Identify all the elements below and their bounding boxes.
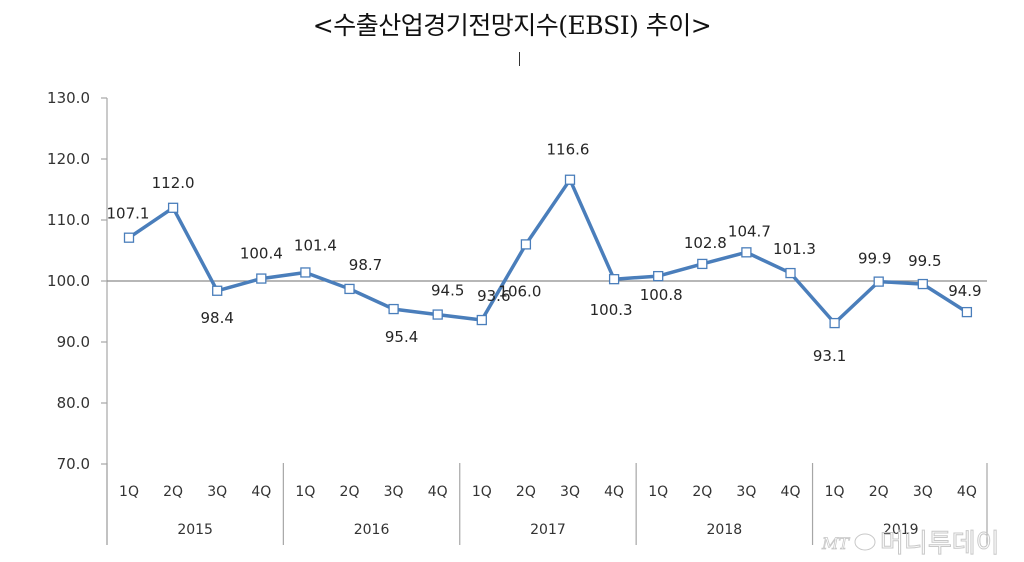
x-quarter-label: 1Q	[119, 484, 139, 500]
data-label: 99.5	[908, 252, 941, 270]
data-label: 107.1	[107, 205, 150, 223]
y-tick-label: 120.0	[47, 150, 90, 168]
data-label: 94.9	[948, 282, 981, 300]
data-label: 98.4	[200, 309, 233, 327]
data-point-marker	[961, 306, 973, 318]
y-tick-label: 90.0	[57, 333, 90, 351]
y-tick-label: 130.0	[47, 89, 90, 107]
series-ebsi	[123, 174, 973, 329]
data-point-marker	[123, 232, 135, 243]
x-quarter-label: 4Q	[428, 484, 448, 500]
data-point-marker	[785, 267, 796, 279]
data-point-marker	[256, 273, 267, 284]
watermark-logo: MT	[821, 534, 850, 553]
data-label: 99.9	[858, 250, 891, 268]
x-year-label: 2017	[530, 522, 566, 538]
x-quarter-label: 3Q	[913, 484, 933, 500]
data-label: 101.3	[773, 240, 816, 258]
x-quarter-label: 4Q	[781, 484, 801, 500]
y-tick-label: 100.0	[47, 272, 90, 290]
chart-title: <수출산업경기전망지수(EBSI) 추이>	[312, 11, 712, 40]
data-point-marker	[300, 267, 311, 278]
y-tick-label: 80.0	[57, 394, 90, 412]
x-quarter-label: 1Q	[472, 484, 492, 500]
data-label: 100.8	[640, 286, 683, 304]
data-point-marker	[608, 274, 620, 285]
data-label: 116.6	[547, 141, 590, 159]
watermark-text: 머니투데이	[880, 529, 1000, 559]
data-point-marker	[432, 309, 443, 320]
x-quarter-label: 1Q	[648, 484, 668, 500]
data-point-marker	[212, 285, 223, 296]
data-point-marker	[917, 278, 928, 290]
data-label: 112.0	[152, 174, 195, 192]
data-point-marker	[653, 270, 664, 282]
x-quarter-label: 2Q	[692, 484, 712, 500]
y-tick-label: 70.0	[57, 455, 90, 473]
data-label: 100.3	[590, 301, 633, 319]
data-point-marker	[476, 314, 487, 326]
data-label: 94.5	[431, 282, 464, 300]
x-year-label: 2018	[707, 522, 743, 538]
x-quarter-label: 4Q	[251, 484, 271, 500]
x-quarter-label: 3Q	[384, 484, 404, 500]
data-point-marker	[388, 303, 399, 315]
x-quarter-label: 2Q	[340, 484, 360, 500]
x-year-label: 2015	[177, 522, 213, 538]
data-point-marker	[167, 202, 179, 213]
x-year-label: 2019	[883, 522, 919, 538]
x-quarter-label: 1Q	[825, 484, 845, 500]
data-point-marker	[344, 283, 355, 295]
x-year-label: 2016	[354, 522, 390, 538]
x-quarter-label: 2Q	[516, 484, 536, 500]
data-label: 104.7	[728, 222, 771, 240]
text-cursor	[519, 52, 520, 66]
x-quarter-label: 3Q	[736, 484, 756, 500]
data-label: 93.1	[813, 347, 846, 365]
x-quarter-label: 3Q	[560, 484, 580, 500]
data-point-marker	[520, 239, 532, 250]
data-point-marker	[741, 247, 752, 258]
data-label: 93.6	[477, 287, 510, 305]
x-quarter-label: 3Q	[207, 484, 227, 500]
data-point-marker	[829, 317, 840, 329]
data-label: 101.4	[294, 236, 337, 254]
x-quarter-label: 4Q	[957, 484, 977, 500]
x-quarter-label: 2Q	[869, 484, 889, 500]
watermark: MT 머니투데이	[821, 529, 1001, 560]
x-quarter-label: 2Q	[163, 484, 183, 500]
data-label: 95.4	[385, 328, 418, 346]
data-label: 100.4	[240, 245, 283, 263]
data-point-marker	[873, 276, 884, 287]
data-label: 98.7	[349, 256, 382, 274]
data-point-marker	[697, 258, 708, 270]
data-label: 106.0	[498, 282, 541, 300]
data-label: 102.8	[684, 234, 727, 252]
data-point-marker	[564, 174, 576, 185]
y-tick-label: 110.0	[47, 211, 90, 229]
y-axis: 130.0 120.0 110.0 100.0 90.0 80.0 70.0	[47, 89, 108, 545]
x-quarter-label: 1Q	[295, 484, 315, 500]
x-axis: 1Q 2Q 3Q 4Q 2015 1Q 2Q 3Q 4Q 2016 1Q 2Q 3Q 4Q 2017 1Q 2Q…	[106, 463, 988, 545]
x-quarter-label: 4Q	[604, 484, 624, 500]
